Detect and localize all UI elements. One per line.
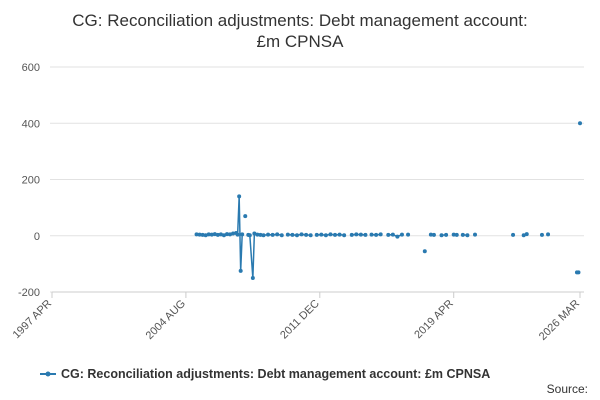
data-point <box>237 194 242 199</box>
data-point <box>406 232 411 237</box>
series-line <box>248 233 256 278</box>
data-point <box>451 232 456 237</box>
data-point <box>270 232 275 237</box>
data-point <box>275 232 280 237</box>
data-point <box>209 232 214 237</box>
data-point <box>546 232 551 237</box>
data-point <box>250 275 255 280</box>
data-point <box>374 232 379 237</box>
data-point <box>342 233 347 238</box>
x-tick-label: 2004 AUG <box>144 298 188 342</box>
x-tick-label: 2011 DEC <box>278 298 322 342</box>
data-point <box>460 232 465 237</box>
y-tick-label: 200 <box>22 175 40 187</box>
chart-title: CG: Reconciliation adjustments: Debt man… <box>72 11 527 51</box>
data-point <box>521 233 526 238</box>
data-point <box>363 232 368 237</box>
data-point <box>247 233 252 238</box>
data-point <box>235 232 240 237</box>
data-point <box>358 232 363 237</box>
data-point <box>428 232 433 237</box>
data-point <box>439 233 444 238</box>
data-point <box>328 232 333 237</box>
series-line <box>388 233 403 238</box>
y-tick-label: -200 <box>18 287 40 299</box>
data-point <box>378 232 383 237</box>
data-point <box>258 232 263 237</box>
data-point <box>290 232 295 237</box>
data-point <box>578 121 582 126</box>
data-point <box>386 232 391 237</box>
data-point <box>454 232 459 237</box>
data-point <box>255 232 260 237</box>
data-point <box>194 232 199 237</box>
data-point <box>243 214 248 219</box>
data-point <box>252 231 257 236</box>
data-point <box>266 232 271 237</box>
y-tick-label: 400 <box>22 118 40 130</box>
data-point <box>203 233 208 238</box>
x-tick-label: 2026 MAR <box>537 298 582 343</box>
data-point <box>197 232 202 237</box>
data-point <box>285 232 290 237</box>
data-point <box>539 232 544 237</box>
data-point <box>238 268 243 273</box>
data-point <box>333 232 338 237</box>
data-point <box>473 232 478 237</box>
y-tick-label: 600 <box>22 62 40 74</box>
source: Source: <box>547 382 588 396</box>
data-point <box>354 232 359 237</box>
data-point <box>431 232 436 237</box>
data-point <box>221 233 226 238</box>
data-point <box>349 232 354 237</box>
data-point <box>206 232 211 237</box>
data-point <box>390 232 395 237</box>
data-point <box>465 233 470 238</box>
data-point <box>224 232 229 237</box>
data-point <box>200 232 205 237</box>
data-point <box>218 232 223 237</box>
data-point <box>304 232 309 237</box>
data-point <box>261 233 266 238</box>
data-point <box>399 232 404 237</box>
legend-label: CG: Reconciliation adjustments: Debt man… <box>61 367 490 381</box>
y-tick-label: 0 <box>34 231 40 243</box>
data-point <box>215 232 220 237</box>
data-point <box>231 231 236 236</box>
data-point <box>511 232 516 237</box>
data-point <box>228 232 233 237</box>
data-point <box>395 234 400 239</box>
data-point <box>576 270 581 275</box>
data-point <box>294 233 299 238</box>
data-point <box>299 232 304 237</box>
data-point <box>279 233 284 238</box>
x-tick-label: 2019 APR <box>412 298 456 342</box>
x-tick-label: 1997 APR <box>11 298 55 342</box>
data-point <box>369 232 374 237</box>
data-point <box>240 232 245 237</box>
data-point <box>444 232 449 237</box>
data-point <box>314 232 319 237</box>
data-point <box>308 233 313 238</box>
data-point <box>524 232 529 237</box>
data-point <box>319 232 324 237</box>
data-point <box>212 232 217 237</box>
data-point <box>323 233 328 238</box>
series-line <box>351 233 366 236</box>
legend-marker <box>45 371 51 377</box>
data-point <box>337 232 342 237</box>
data-point <box>422 249 427 254</box>
